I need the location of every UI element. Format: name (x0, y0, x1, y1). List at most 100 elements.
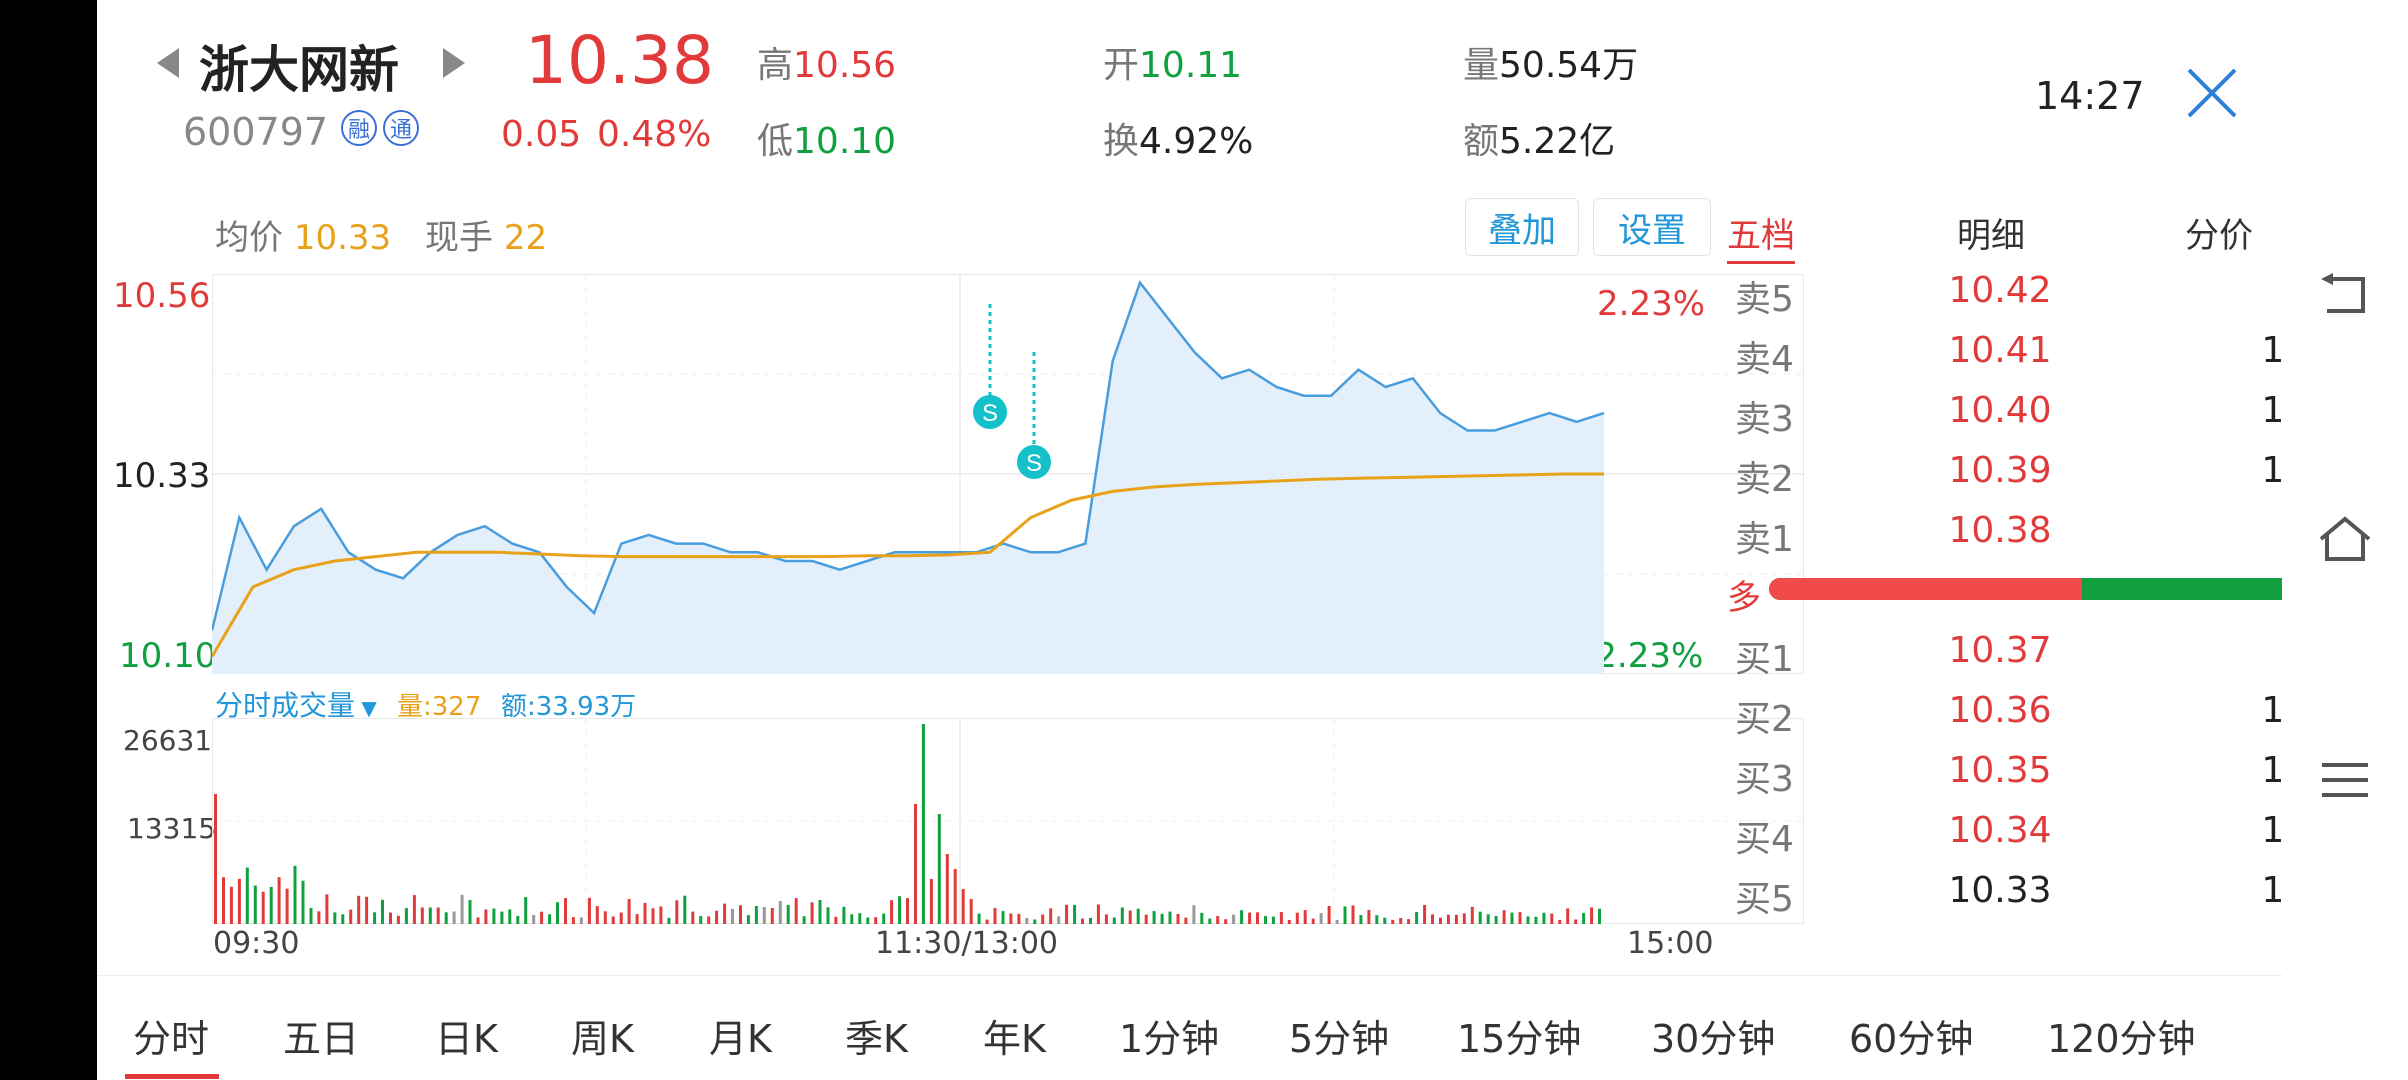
volume-bar (914, 804, 917, 924)
volume-bar (1319, 913, 1323, 924)
volume-bar (1264, 916, 1267, 924)
tab-year-k[interactable]: 年K (983, 1017, 1046, 1061)
volume-bar (810, 902, 814, 924)
price-line (212, 280, 1605, 631)
volume-title-text: 分时成交量 (215, 689, 356, 722)
tab-15min[interactable]: 15分钟 (1457, 1017, 1582, 1061)
tab-week-k[interactable]: 周K (571, 1017, 634, 1061)
time-axis-start: 09:30 (213, 926, 300, 961)
volume-bar (1065, 904, 1069, 924)
volume-bar (476, 917, 480, 924)
tab-5min[interactable]: 5分钟 (1289, 1017, 1390, 1061)
sell-row-3[interactable]: 卖3 10.40 1576 (1735, 390, 2353, 450)
volume-bar (261, 891, 265, 924)
tab-intraday[interactable]: 分时 (133, 1017, 210, 1061)
volume-bar (1327, 906, 1331, 924)
dropdown-triangle-icon[interactable]: ▼ (355, 696, 377, 720)
amount-label: 额 (1463, 121, 1500, 162)
volume-bar (373, 912, 377, 924)
turnover-stat: 换4.92% (1103, 112, 1253, 164)
volume-axis-top: 26631 (123, 724, 213, 757)
volume-bar (1542, 912, 1546, 924)
volume-bar (1431, 914, 1434, 924)
tab-day-k[interactable]: 日K (435, 1017, 498, 1061)
pct-axis-top: 2.23% (1597, 284, 1706, 324)
tab-60min[interactable]: 60分钟 (1849, 1017, 1974, 1061)
tab-price-distribution[interactable]: 分价 (2185, 216, 2253, 256)
volume-bar (802, 916, 806, 924)
volume-bar (317, 911, 321, 924)
tab-five-day[interactable]: 五日 (283, 1017, 360, 1061)
sell-row-2[interactable]: 卖2 10.39 1025 (1735, 450, 2353, 510)
volume-bar (444, 912, 448, 924)
volume-bar (1446, 914, 1450, 924)
sell-row-1[interactable]: 卖1 10.38 629 (1735, 510, 2353, 570)
buy-row-3[interactable]: 买3 10.35 1936 (1735, 750, 2353, 810)
volume-bar (1232, 914, 1236, 924)
tab-month-k[interactable]: 月K (709, 1017, 772, 1061)
menu-icon (2322, 763, 2368, 797)
buy-row-2[interactable]: 买2 10.36 1654 (1735, 690, 2353, 750)
sell-marker-2[interactable] (1017, 445, 1051, 479)
sell-price: 10.42 (1948, 270, 2052, 311)
volume-bar (746, 915, 750, 924)
open-stat: 开10.11 (1103, 36, 1242, 88)
volume-bar (1407, 919, 1411, 924)
volume-bar (1136, 908, 1140, 924)
sell-price: 10.41 (1948, 330, 2052, 371)
volume-bar (365, 896, 369, 924)
volume-bar (500, 911, 504, 924)
buy-row-4[interactable]: 买4 10.34 1312 (1735, 810, 2353, 870)
sell-row-4[interactable]: 卖4 10.41 1010 (1735, 330, 2353, 390)
home-nav-button[interactable] (2282, 490, 2408, 590)
tab-120min[interactable]: 120分钟 (2047, 1017, 2196, 1061)
tab-1min[interactable]: 1分钟 (1119, 1017, 1220, 1061)
volume-bar (603, 911, 607, 924)
high-stat: 高10.56 (757, 36, 896, 88)
volume-bar (778, 901, 782, 924)
volume-bar (1295, 912, 1299, 924)
prev-stock-arrow-icon[interactable] (155, 46, 181, 84)
tab-five-levels[interactable]: 五档 (1727, 208, 1795, 264)
sell-marker-1[interactable] (973, 395, 1007, 429)
tab-30min[interactable]: 30分钟 (1651, 1017, 1776, 1061)
volume-bar (858, 913, 862, 924)
volume-bar (1041, 914, 1045, 924)
tab-details[interactable]: 明细 (1957, 216, 2025, 256)
volume-bar (1200, 912, 1204, 924)
price-chart[interactable]: S S (212, 274, 1804, 674)
volume-bar (770, 908, 774, 924)
back-nav-button[interactable] (2282, 245, 2408, 345)
volume-bar (301, 880, 305, 924)
settings-button[interactable]: 设置 (1593, 198, 1711, 256)
buy-row-1[interactable]: 买1 10.37 595 (1735, 630, 2353, 690)
volume-bar (1343, 906, 1347, 924)
volume-bar (1271, 916, 1275, 924)
volume-bar (1017, 913, 1021, 924)
volume-bar (611, 916, 615, 924)
next-stock-arrow-icon[interactable] (441, 46, 467, 84)
volume-bar (1089, 917, 1092, 924)
menu-nav-button[interactable] (2282, 730, 2408, 830)
volume-bar (874, 917, 878, 924)
volume-bar (1057, 916, 1061, 924)
volume-bar (269, 886, 273, 924)
overlay-button[interactable]: 叠加 (1465, 198, 1579, 256)
buy-label: 买2 (1735, 699, 1794, 740)
buy-row-5[interactable]: 买5 10.33 1486 (1735, 870, 2353, 930)
volume-bar (651, 908, 655, 924)
low-stat: 低10.10 (757, 112, 896, 164)
volume-bar (548, 914, 552, 924)
volume-title[interactable]: 分时成交量 ▼ (215, 684, 377, 724)
volume-chart[interactable] (212, 718, 1804, 924)
sell-marker-1-text: S (982, 400, 998, 427)
volume-bar (842, 906, 846, 924)
price-change: 0.05 (501, 114, 582, 155)
close-icon[interactable] (2185, 66, 2239, 124)
volume-bar (1510, 912, 1514, 924)
sell-row-5[interactable]: 卖5 10.42 520 (1735, 270, 2353, 330)
tab-season-k[interactable]: 季K (845, 1017, 908, 1061)
volume-bar (1240, 910, 1244, 924)
volume-bar (460, 894, 464, 924)
volume-bar (222, 877, 225, 924)
